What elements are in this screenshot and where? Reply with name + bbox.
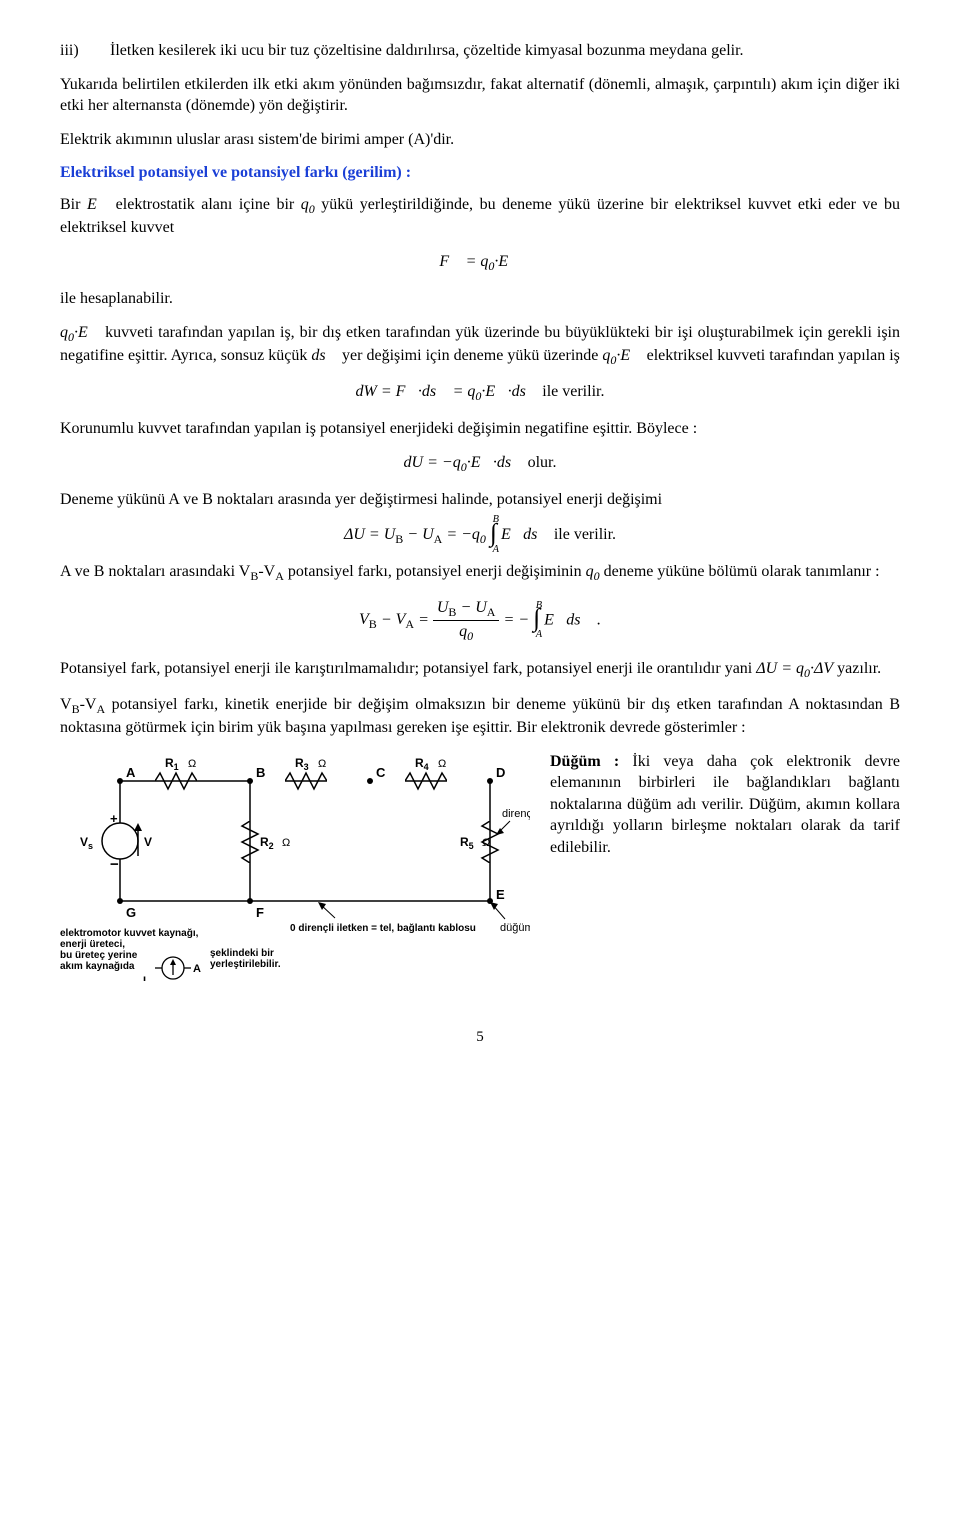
para8c: potansiyel farkı, potansiyel enerji deği… — [284, 563, 586, 580]
list-item-iii: iii) İletken kesilerek iki ucu bir tuz ç… — [60, 40, 900, 62]
para8a: A ve B noktaları arasındaki V — [60, 563, 250, 580]
para10b: -V — [80, 696, 97, 713]
para9b: yazılır. — [833, 660, 881, 677]
symbol-q0E-2: q0·E⃗ — [602, 347, 642, 364]
page-number: 5 — [60, 1027, 900, 1047]
para8b: -V — [258, 563, 275, 580]
current-source-icon: Is A — [143, 957, 201, 981]
svg-text:B: B — [256, 765, 265, 780]
paragraph-10: VB-VA potansiyel farkı, kinetik enerjide… — [60, 694, 900, 739]
svg-text:−: − — [110, 856, 119, 873]
para9a: Potansiyel fark, potansiyel enerji ile k… — [60, 660, 756, 677]
symbol-ds: ds⃗ — [311, 347, 338, 364]
svg-text:E: E — [496, 887, 505, 902]
para5c: elektriksel kuvveti tarafından yapılan i… — [643, 347, 900, 364]
symbol-q0: q0 — [301, 196, 315, 213]
svg-text:Ω: Ω — [438, 758, 446, 770]
para3a: Bir — [60, 196, 87, 213]
svg-text:Is: Is — [143, 975, 151, 981]
paragraph-5: q0·E⃗ kuvveti tarafından yapılan iş, bir… — [60, 322, 900, 369]
paragraph-3: Bir E⃗ elektrostatik alanı içine bir q0 … — [60, 194, 900, 239]
svg-text:D: D — [496, 765, 505, 780]
svg-text:R5: R5 — [460, 835, 474, 851]
formula-deltaU: ΔU = UB − UA = −q0 B ∫ A E⃗ds⃗ ile veril… — [60, 523, 900, 548]
dugum-definition: Düğüm : İki veya daha çok elektronik dev… — [550, 751, 900, 988]
para5b: yer değişimi için deneme yükü üzerinde — [338, 347, 602, 364]
symbol-q0-3: q0 — [586, 563, 600, 580]
formula-F-eq-q0E: F⃗ = q0·E⃗ — [60, 251, 900, 274]
resistor-R3: R3 Ω — [250, 756, 370, 789]
svg-text:R4: R4 — [415, 756, 429, 772]
list-text: İletken kesilerek iki ucu bir tuz çözelt… — [110, 40, 744, 62]
paragraph-2: Elektrik akımının uluslar arası sistem'd… — [60, 129, 900, 151]
paragraph-9: Potansiyel fark, potansiyel enerji ile k… — [60, 658, 900, 681]
formula-VB-VA: VB − VA = UB − UA q0 = − B ∫ A E⃗ds⃗ . — [60, 597, 900, 645]
formula-dU: dU = −q0·E⃗·ds⃗ olur. — [60, 452, 900, 475]
para10c: potansiyel farkı, kinetik enerjide bir d… — [60, 696, 900, 736]
resistor-R1: R1 Ω — [120, 756, 250, 789]
svg-text:+: + — [110, 811, 118, 826]
paragraph-8: A ve B noktaları arasındaki VB-VA potans… — [60, 561, 900, 584]
formula2-suffix: ile verilir. — [542, 383, 604, 400]
section-heading: Elektriksel potansiyel ve potansiyel far… — [60, 162, 900, 184]
circuit-diagram: R1 Ω R3 Ω R4 Ω — [60, 751, 530, 988]
symbol-q0E: q0·E⃗ — [60, 324, 100, 341]
paragraph-1: Yukarıda belirtilen etkilerden ilk etki … — [60, 74, 900, 117]
para8d: deneme yüküne bölümü olarak tanımlanır : — [600, 563, 880, 580]
svg-text:G: G — [126, 905, 136, 920]
list-bullet: iii) — [60, 40, 110, 62]
svg-text:Ω: Ω — [188, 758, 196, 770]
para10a: V — [60, 696, 72, 713]
svg-text:0 dirençli iletken = tel, bağl: 0 dirençli iletken = tel, bağlantı kablo… — [290, 923, 476, 934]
resistor-R4: R4 Ω — [370, 756, 490, 789]
formula4-suffix: ile verilir. — [554, 526, 616, 543]
svg-text:Ω: Ω — [282, 837, 290, 849]
paragraph-4: ile hesaplanabilir. — [60, 288, 900, 310]
svg-text:A: A — [126, 765, 136, 780]
svg-text:R3: R3 — [295, 756, 309, 772]
svg-text:V: V — [144, 835, 152, 849]
svg-text:R1: R1 — [165, 756, 179, 772]
svg-text:Vs: Vs — [80, 835, 93, 851]
symbol-deltaU-q0deltaV: ΔU = q0·ΔV — [756, 660, 833, 677]
dugum-label: Düğüm : — [550, 753, 632, 770]
svg-text:düğüm: düğüm — [500, 922, 530, 934]
svg-text:R2: R2 — [260, 835, 274, 851]
svg-text:şeklindeki bir yerleşt: şeklindeki bir yerleştirilebilir. — [210, 948, 281, 970]
para3b: elektrostatik alanı içine bir — [109, 196, 301, 213]
svg-text:Ω: Ω — [318, 758, 326, 770]
svg-text:F: F — [256, 905, 264, 920]
voltage-source: + − Vs V — [80, 811, 152, 873]
paragraph-7: Deneme yükünü A ve B noktaları arasında … — [60, 489, 900, 511]
svg-text:A: A — [193, 963, 201, 975]
resistor-R5: R5 Ω direnç — [460, 781, 530, 901]
resistor-R2: R2 Ω — [242, 781, 290, 901]
svg-text:C: C — [376, 765, 386, 780]
formula3-suffix: olur. — [528, 454, 557, 471]
svg-text:direnç: direnç — [502, 808, 530, 820]
svg-text:Ω: Ω — [482, 837, 490, 849]
symbol-E-vec: E⃗ — [87, 196, 109, 213]
bottom-row: R1 Ω R3 Ω R4 Ω — [60, 751, 900, 988]
paragraph-6: Korunumlu kuvvet tarafından yapılan iş p… — [60, 418, 900, 440]
formula-dW: dW = F⃗·ds⃗ = q0·E⃗·ds⃗ ile verilir. — [60, 381, 900, 404]
